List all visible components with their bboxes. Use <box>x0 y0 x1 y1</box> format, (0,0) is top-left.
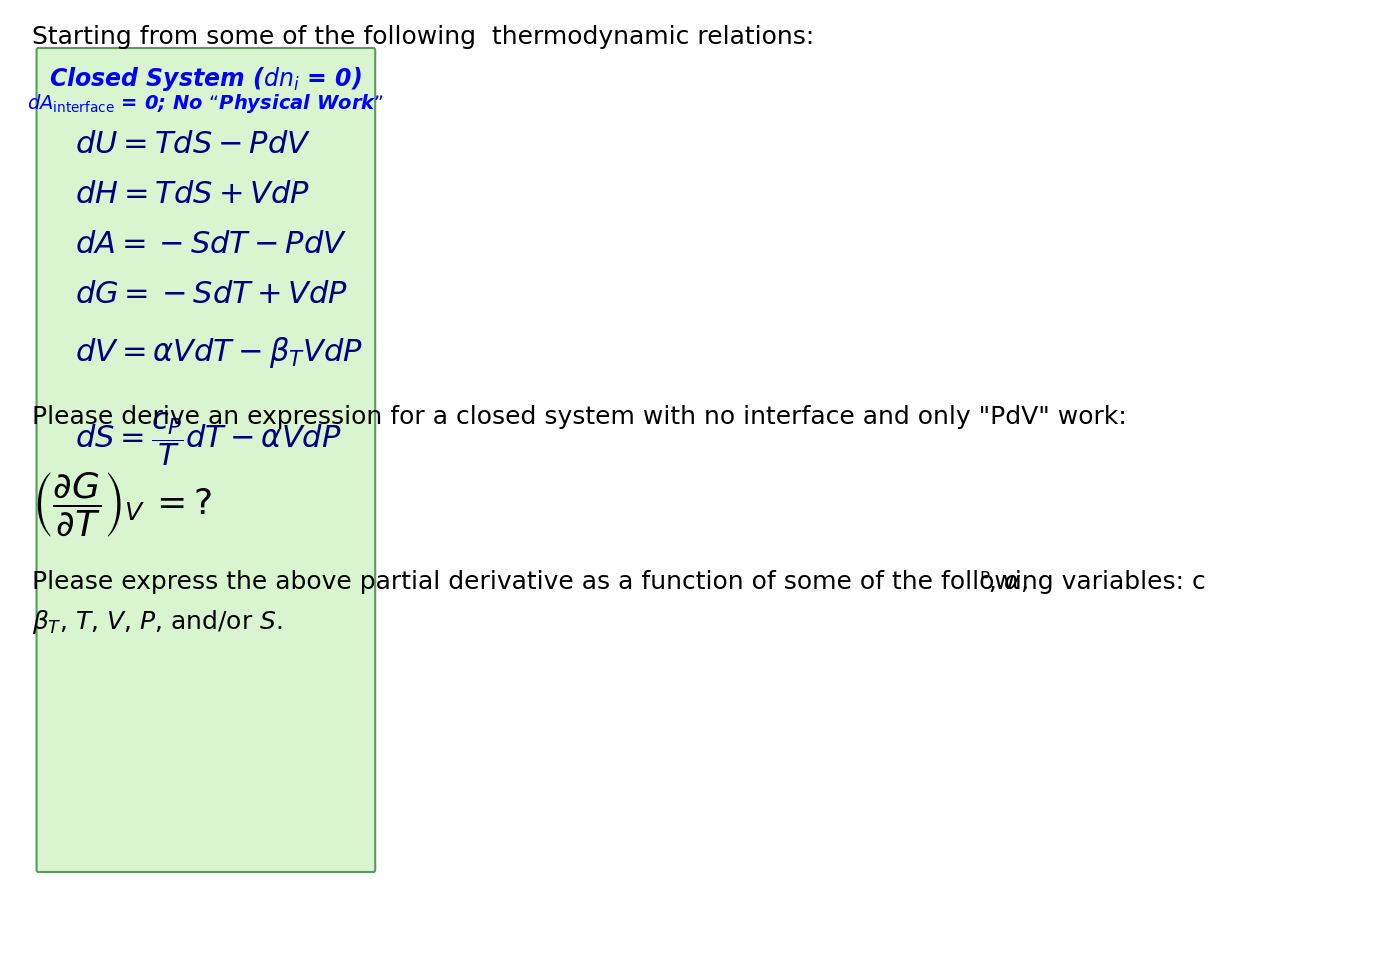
Text: Please derive an expression for a closed system with no interface and only "PdV": Please derive an expression for a closed… <box>32 405 1127 429</box>
Text: $dG = -SdT + VdP$: $dG = -SdT + VdP$ <box>75 280 347 309</box>
Text: $\beta_T$, $T$, $V$, $P$, and/or $S$.: $\beta_T$, $T$, $V$, $P$, and/or $S$. <box>32 608 282 636</box>
Text: $dU = TdS - PdV$: $dU = TdS - PdV$ <box>75 130 311 159</box>
Text: $dH = TdS + VdP$: $dH = TdS + VdP$ <box>75 180 310 209</box>
Text: Starting from some of the following  thermodynamic relations:: Starting from some of the following ther… <box>32 25 814 49</box>
Text: , $\alpha$,: , $\alpha$, <box>988 570 1028 594</box>
Text: $\left(\dfrac{\partial G}{\partial T}\right)_V\, =?$: $\left(\dfrac{\partial G}{\partial T}\ri… <box>32 470 212 539</box>
Text: $dS = \dfrac{c_P}{T}dT - \alpha VdP$: $dS = \dfrac{c_P}{T}dT - \alpha VdP$ <box>75 410 340 468</box>
Text: $dA = -SdT - PdV$: $dA = -SdT - PdV$ <box>75 230 347 259</box>
Text: Please express the above partial derivative as a function of some of the followi: Please express the above partial derivat… <box>32 570 1205 594</box>
Text: P: P <box>978 570 990 588</box>
FancyBboxPatch shape <box>36 48 375 872</box>
Text: $dA_{\mathrm{interface}}$ = 0; No “Physical Work”: $dA_{\mathrm{interface}}$ = 0; No “Physi… <box>28 92 385 115</box>
Text: $dV = \alpha VdT - \beta_T VdP$: $dV = \alpha VdT - \beta_T VdP$ <box>75 335 363 370</box>
Text: Closed System ($dn_i$ = 0): Closed System ($dn_i$ = 0) <box>50 65 363 93</box>
